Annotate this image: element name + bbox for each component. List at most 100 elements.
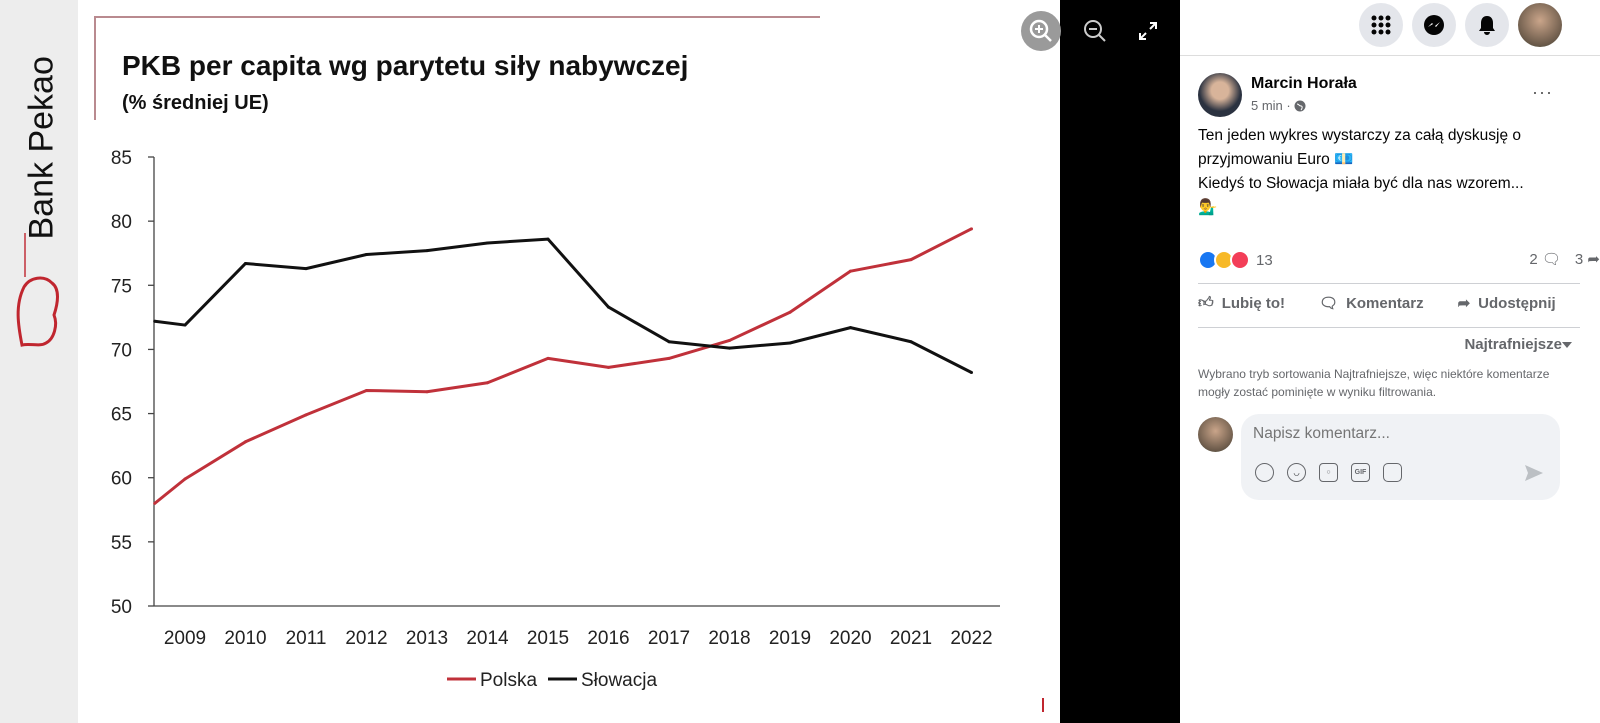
x-tick-label: 2016	[587, 628, 629, 649]
x-tick-label: 2013	[406, 628, 448, 649]
y-tick-label: 50	[111, 597, 132, 618]
grid-menu-icon	[1371, 15, 1391, 35]
viewer-background	[1060, 0, 1180, 723]
post-actions: 👍︎ Lubię to! 🗨 Komentarz ➦ Udostępnij	[1198, 294, 1600, 312]
zoom-out-icon	[1084, 20, 1106, 42]
notifications-button[interactable]	[1465, 3, 1509, 47]
data-point	[788, 341, 792, 345]
comment-input[interactable]	[1253, 425, 1533, 443]
top-nav	[1180, 0, 1600, 56]
x-tick-label: 2017	[648, 628, 690, 649]
zoom-in-button[interactable]	[1021, 11, 1061, 51]
data-point	[970, 371, 973, 375]
y-tick-label: 65	[111, 405, 132, 426]
data-point	[849, 269, 852, 273]
data-point	[183, 323, 187, 327]
legend-label: Polska	[480, 670, 537, 691]
y-tick-label: 75	[111, 276, 132, 297]
zoom-out-button[interactable]	[1075, 11, 1115, 51]
fullscreen-button[interactable]	[1128, 11, 1168, 51]
commenter-avatar[interactable]	[1198, 417, 1233, 452]
avatar-sticker-icon[interactable]	[1255, 463, 1274, 482]
data-point	[667, 340, 671, 344]
account-avatar[interactable]	[1518, 3, 1562, 47]
data-point	[667, 356, 671, 360]
data-point	[970, 227, 973, 231]
sort-info: Wybrano tryb sortowania Najtrafniejsze, …	[1198, 367, 1550, 399]
frame-line	[94, 16, 96, 120]
engagement-counts: 2 🗨 3 ➦	[1529, 250, 1600, 268]
data-point	[365, 252, 368, 256]
reactions-summary[interactable]: 13	[1198, 250, 1273, 270]
series-line-słowacja	[154, 237, 973, 374]
data-point	[788, 310, 792, 314]
comment-label: Komentarz	[1346, 294, 1424, 312]
y-tick-label: 85	[111, 148, 132, 169]
zoom-in-icon	[1029, 19, 1052, 42]
post-line: Kiedyś to Słowacja miała być dla nas wzo…	[1198, 175, 1524, 192]
data-point	[546, 237, 550, 241]
x-tick-label: 2018	[708, 628, 750, 649]
frame-mark	[1042, 698, 1044, 712]
caret-down-icon[interactable]	[1562, 342, 1572, 348]
comments-count: 2	[1529, 251, 1538, 268]
x-tick-label: 2022	[950, 628, 992, 649]
send-icon[interactable]	[1524, 464, 1544, 482]
author-name[interactable]: Marcin Horała	[1251, 75, 1357, 92]
comment-box: ◡ ○ GIF	[1241, 414, 1560, 500]
share-button[interactable]: ➦ Udostępnij	[1457, 294, 1556, 313]
x-tick-label: 2009	[164, 628, 206, 649]
data-point	[728, 338, 731, 342]
chart-subtitle: (% średniej UE)	[122, 92, 269, 114]
comment-icon: 🗨	[1319, 295, 1339, 312]
globe-icon	[1294, 100, 1306, 111]
data-point	[546, 356, 550, 360]
author-avatar[interactable]	[1198, 73, 1242, 117]
x-axis: 2009 2010 2011 2012 2013 2014 2015 2016 2017 2018…	[154, 605, 1000, 649]
shares-count-link[interactable]: 3 ➦	[1575, 250, 1600, 268]
bell-icon	[1479, 16, 1495, 35]
data-point	[607, 305, 610, 309]
divider	[1198, 283, 1580, 284]
camera-icon[interactable]: ○	[1319, 463, 1338, 482]
x-tick-label: 2015	[527, 628, 569, 649]
menu-button[interactable]	[1359, 3, 1403, 47]
expand-icon	[1139, 22, 1157, 40]
data-point	[183, 477, 187, 481]
emoji-icon[interactable]: ◡	[1287, 463, 1306, 482]
x-tick-label: 2019	[769, 628, 811, 649]
y-tick-label: 60	[111, 469, 132, 490]
comment-icon: 🗨	[1541, 251, 1561, 268]
reactions-count: 13	[1256, 251, 1273, 269]
data-point	[153, 319, 157, 323]
data-point	[909, 258, 913, 262]
data-point	[486, 381, 489, 385]
sticker-icon[interactable]	[1383, 463, 1402, 482]
share-icon: ➦	[1457, 295, 1471, 312]
messenger-button[interactable]	[1412, 3, 1456, 47]
data-point	[607, 365, 610, 369]
data-point	[425, 390, 429, 394]
left-margin	[0, 0, 78, 723]
data-point	[728, 346, 731, 350]
series-lines	[153, 227, 973, 505]
x-tick-label: 2010	[224, 628, 266, 649]
series-line-polska	[153, 227, 973, 505]
x-tick-label: 2012	[345, 628, 387, 649]
y-tick-label: 55	[111, 533, 132, 554]
post-text: Ten jeden wykres wystarczy za całą dysku…	[1198, 124, 1588, 220]
more-options-button[interactable]: ···	[1532, 82, 1553, 102]
x-tick-label: 2021	[890, 628, 932, 649]
line-chart: 50 55 60 65 70 75 80 85 2009 2010 2011 2012 2013 201…	[111, 148, 1000, 691]
gif-icon[interactable]: GIF	[1351, 463, 1370, 482]
comments-count-link[interactable]: 2 🗨	[1529, 250, 1561, 268]
like-button[interactable]: 👍︎ Lubię to!	[1198, 294, 1285, 312]
share-label: Udostępnij	[1478, 294, 1556, 312]
comment-button[interactable]: 🗨 Komentarz	[1319, 294, 1424, 313]
post-time[interactable]: 5 min ·	[1251, 98, 1291, 113]
data-point	[849, 326, 852, 330]
sort-dropdown[interactable]: Najtrafniejsze	[1464, 336, 1562, 353]
legend: Polska Słowacja	[447, 670, 657, 691]
data-point	[486, 241, 489, 245]
y-axis: 50 55 60 65 70 75 80 85	[111, 148, 155, 618]
